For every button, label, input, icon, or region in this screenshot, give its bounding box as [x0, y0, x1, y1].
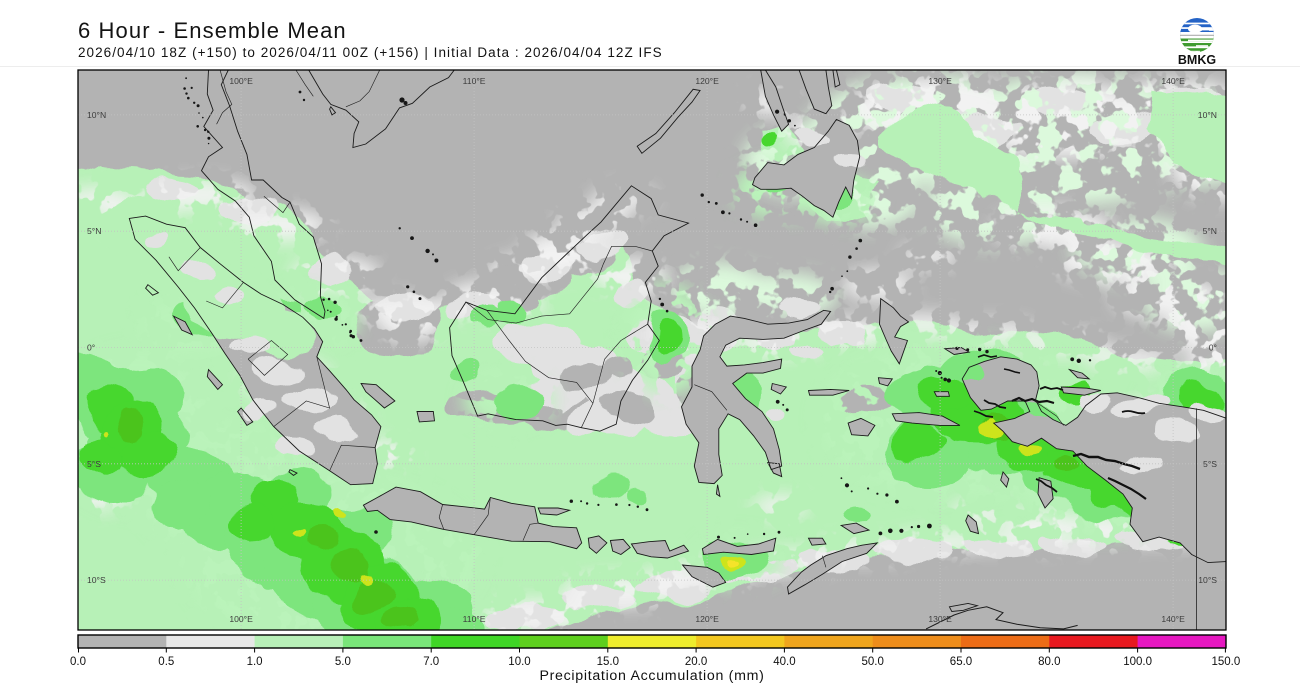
svg-text:100°E: 100°E — [229, 614, 253, 624]
svg-text:0.0: 0.0 — [70, 656, 86, 668]
svg-text:65.0: 65.0 — [950, 656, 972, 668]
svg-text:100°E: 100°E — [229, 76, 253, 86]
svg-text:50.0: 50.0 — [862, 656, 884, 668]
svg-text:40.0: 40.0 — [773, 656, 795, 668]
svg-text:80.0: 80.0 — [1038, 656, 1060, 668]
svg-text:150.0: 150.0 — [1212, 656, 1241, 668]
svg-text:10.0: 10.0 — [508, 656, 530, 668]
svg-text:140°E: 140°E — [1161, 614, 1185, 624]
svg-text:5°S: 5°S — [1203, 459, 1217, 469]
svg-text:0°: 0° — [1209, 343, 1217, 353]
svg-text:130°E: 130°E — [928, 76, 952, 86]
svg-text:10°N: 10°N — [1198, 110, 1217, 120]
svg-text:120°E: 120°E — [695, 614, 719, 624]
svg-text:140°E: 140°E — [1161, 76, 1185, 86]
svg-text:100.0: 100.0 — [1123, 656, 1152, 668]
svg-text:0°: 0° — [87, 343, 95, 353]
svg-text:1.0: 1.0 — [247, 656, 263, 668]
svg-text:110°E: 110°E — [463, 76, 486, 86]
svg-text:20.0: 20.0 — [685, 656, 707, 668]
svg-text:5°N: 5°N — [87, 226, 101, 236]
svg-text:0.5: 0.5 — [158, 656, 174, 668]
svg-text:15.0: 15.0 — [597, 656, 619, 668]
svg-text:110°E: 110°E — [463, 614, 486, 624]
svg-text:10°N: 10°N — [87, 110, 106, 120]
svg-text:10°S: 10°S — [1198, 575, 1217, 585]
svg-text:130°E: 130°E — [928, 614, 952, 624]
svg-text:10°S: 10°S — [87, 575, 106, 585]
svg-text:BMKG: BMKG — [1178, 53, 1216, 67]
svg-text:5°S: 5°S — [87, 459, 101, 469]
svg-text:120°E: 120°E — [695, 76, 719, 86]
svg-text:5°N: 5°N — [1203, 226, 1217, 236]
svg-text:7.0: 7.0 — [423, 656, 439, 668]
svg-text:5.0: 5.0 — [335, 656, 351, 668]
